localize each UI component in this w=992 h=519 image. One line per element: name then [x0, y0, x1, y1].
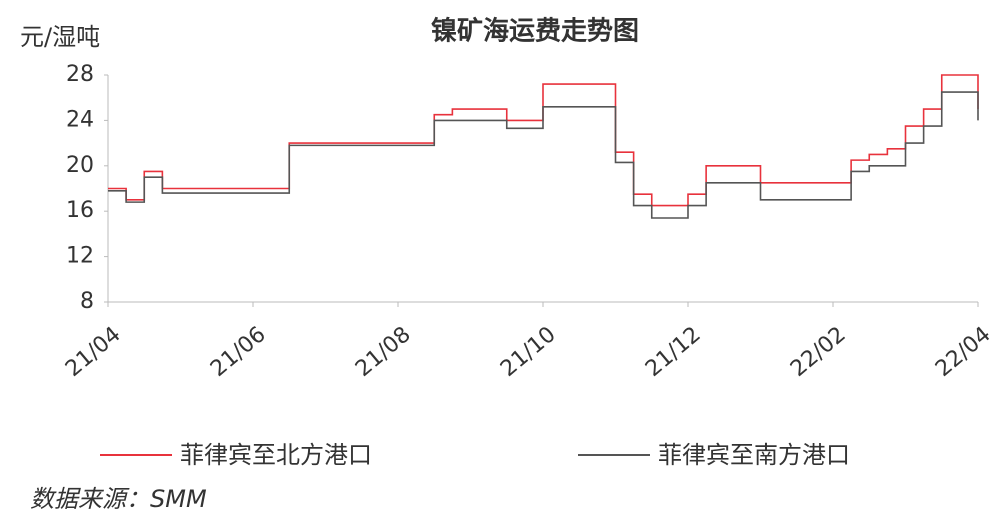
y-tick-label: 16 — [66, 198, 94, 223]
x-tick-label: 21/04 — [61, 322, 126, 382]
x-tick-label: 22/02 — [786, 322, 851, 382]
source: 数据来源：SMM — [30, 485, 207, 513]
chart-title: 镍矿海运费走势图 — [431, 16, 639, 47]
legend-label: 菲律宾至北方港口 — [180, 441, 372, 469]
y-tick-label: 20 — [66, 153, 94, 178]
y-tick-label: 12 — [66, 244, 94, 269]
x-tick-label: 22/04 — [931, 322, 992, 382]
y-tick-label: 8 — [80, 289, 94, 314]
series-line — [108, 91, 979, 219]
x-tick-label: 21/08 — [351, 322, 416, 382]
x-tick-label: 21/12 — [641, 322, 706, 382]
series-line — [108, 74, 979, 207]
x-tick-label: 21/06 — [206, 322, 271, 382]
y-axis-label: 元/湿吨 — [20, 23, 100, 51]
y-tick-label: 28 — [66, 62, 94, 87]
y-tick-label: 24 — [66, 107, 94, 132]
x-tick-label: 21/10 — [496, 322, 561, 382]
legend-label: 菲律宾至南方港口 — [658, 441, 850, 469]
